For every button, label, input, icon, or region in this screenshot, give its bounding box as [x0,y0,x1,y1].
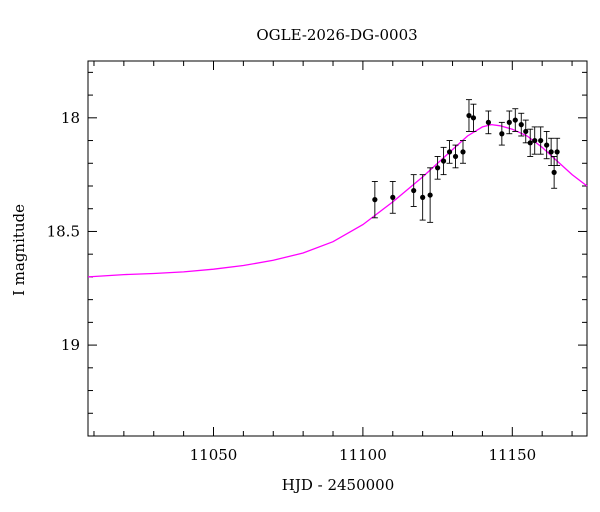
plot-frame [87,60,588,437]
axis-ticks [88,61,587,437]
data-marker [548,149,554,155]
data-marker [506,119,512,125]
tick-labels: 11050 11100 11150 18 18.5 19 [47,109,537,464]
data-point [459,140,466,164]
data-point [371,181,378,219]
data-point [452,144,459,169]
x-tick-label: 11150 [488,446,536,464]
data-point [548,137,555,166]
y-tick-label: 19 [61,336,80,354]
data-marker [434,165,441,171]
data-marker [446,149,453,155]
data-point [527,128,534,157]
data-marker [427,192,433,198]
data-point [485,110,492,135]
data-marker [538,137,544,144]
data-point [518,112,525,137]
chart-title: OGLE-2026-DG-0003 [256,26,417,44]
x-axis-label: HJD - 2450000 [282,476,395,494]
data-marker [523,128,529,135]
data-marker [460,149,466,155]
data-point [551,156,558,189]
data-point [531,126,538,155]
x-tick-label: 11050 [190,446,238,464]
data-point [554,137,561,166]
data-marker [532,137,538,144]
data-point [440,146,447,176]
x-tick-label: 11100 [339,446,387,464]
data-point [446,140,453,164]
data-point [506,110,513,135]
data-point [434,156,441,180]
y-axis-label: I magnitude [10,204,28,296]
data-point [543,131,550,160]
data-point [522,119,529,144]
data-point [470,103,477,132]
observations-layer [371,99,561,223]
data-marker [420,194,426,200]
data-marker [452,153,459,160]
data-marker [372,197,378,203]
y-tick-label: 18 [61,109,80,127]
data-point [419,174,426,221]
data-marker [518,122,524,128]
data-marker [470,115,477,121]
data-marker [551,169,557,175]
data-marker [499,131,505,137]
data-marker [544,142,550,148]
data-point [427,167,434,223]
data-point [389,181,396,214]
data-marker [485,119,491,125]
model-curve-layer [87,123,588,278]
data-point [410,174,417,207]
data-marker [390,194,396,200]
data-marker [527,140,533,146]
y-tick-label: 18.5 [47,222,80,240]
data-point [512,108,519,132]
data-marker [411,187,417,194]
data-marker [512,117,518,123]
data-marker [554,149,560,155]
data-point [498,121,505,146]
data-point [537,126,544,155]
data-marker [466,112,472,119]
data-marker [440,158,447,164]
model-curve [87,123,588,278]
